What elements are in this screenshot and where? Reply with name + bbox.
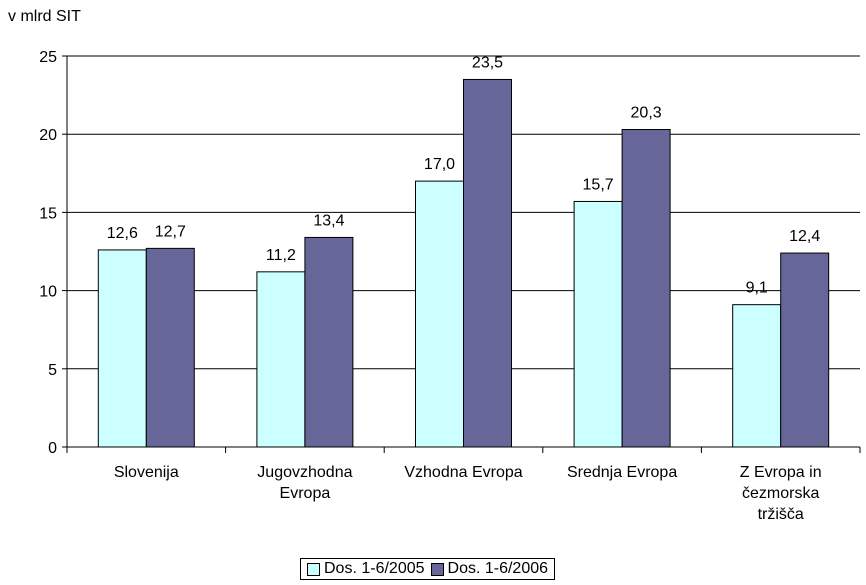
bar: [145, 247, 195, 448]
legend-label-2005: Dos. 1-6/2005: [324, 560, 425, 577]
legend-item-2006: Dos. 1-6/2006: [430, 560, 549, 578]
x-tick-label-line: čezmorska: [742, 485, 819, 502]
bar: [780, 252, 830, 448]
y-tick-label: 25: [39, 49, 57, 66]
data-label: 12,4: [789, 228, 820, 245]
legend: Dos. 1-6/2005 Dos. 1-6/2006: [300, 558, 556, 580]
legend-label-2006: Dos. 1-6/2006: [447, 560, 549, 577]
bar: [415, 180, 464, 448]
bar: [573, 200, 623, 448]
y-tick-label: 0: [48, 440, 57, 457]
bar: [621, 129, 671, 448]
bar: [97, 249, 147, 448]
data-label: 23,5: [472, 54, 503, 71]
x-tick-label: Slovenija: [114, 464, 179, 481]
x-tick-label: Z Evropa in čezmorska tržišča: [740, 464, 822, 523]
x-tick-label: Jugovzhodna Evropa: [257, 464, 352, 502]
legend-swatch-2005: [307, 562, 320, 576]
x-tick-label-line: Evropa: [280, 485, 331, 502]
data-label: 20,3: [631, 105, 662, 122]
data-label: 11,2: [266, 247, 296, 264]
data-label: 13,4: [313, 212, 344, 229]
x-tick-label-line: tržišča: [758, 506, 804, 523]
legend-swatch-2006: [430, 562, 444, 576]
x-tick-label-line: Z Evropa in: [740, 464, 822, 481]
y-tick-label: 5: [48, 362, 57, 379]
x-tick-label-line: Vzhodna Evropa: [404, 464, 522, 481]
bar: [463, 78, 512, 448]
x-tick-label-line: Jugovzhodna: [257, 464, 352, 481]
bar: [304, 236, 354, 448]
x-tick-label: Srednja Evropa: [567, 464, 677, 481]
data-label: 12,7: [155, 223, 186, 240]
y-axis-unit-label: v mlrd SIT: [8, 8, 81, 25]
data-label: 12,6: [107, 225, 138, 242]
y-tick-label: 10: [39, 284, 57, 301]
bar: [256, 271, 306, 448]
data-label: 9,1: [746, 280, 768, 297]
x-tick-label: Vzhodna Evropa: [404, 464, 522, 481]
data-label: 17,0: [424, 156, 455, 173]
bar: [732, 304, 782, 448]
x-tick-label-line: Srednja Evropa: [567, 464, 677, 481]
legend-item-2005: Dos. 1-6/2005: [307, 560, 425, 578]
x-tick-label-line: Slovenija: [114, 464, 179, 481]
y-tick-label: 15: [39, 205, 57, 222]
y-tick-label: 20: [39, 127, 57, 144]
data-label: 15,7: [583, 176, 614, 193]
